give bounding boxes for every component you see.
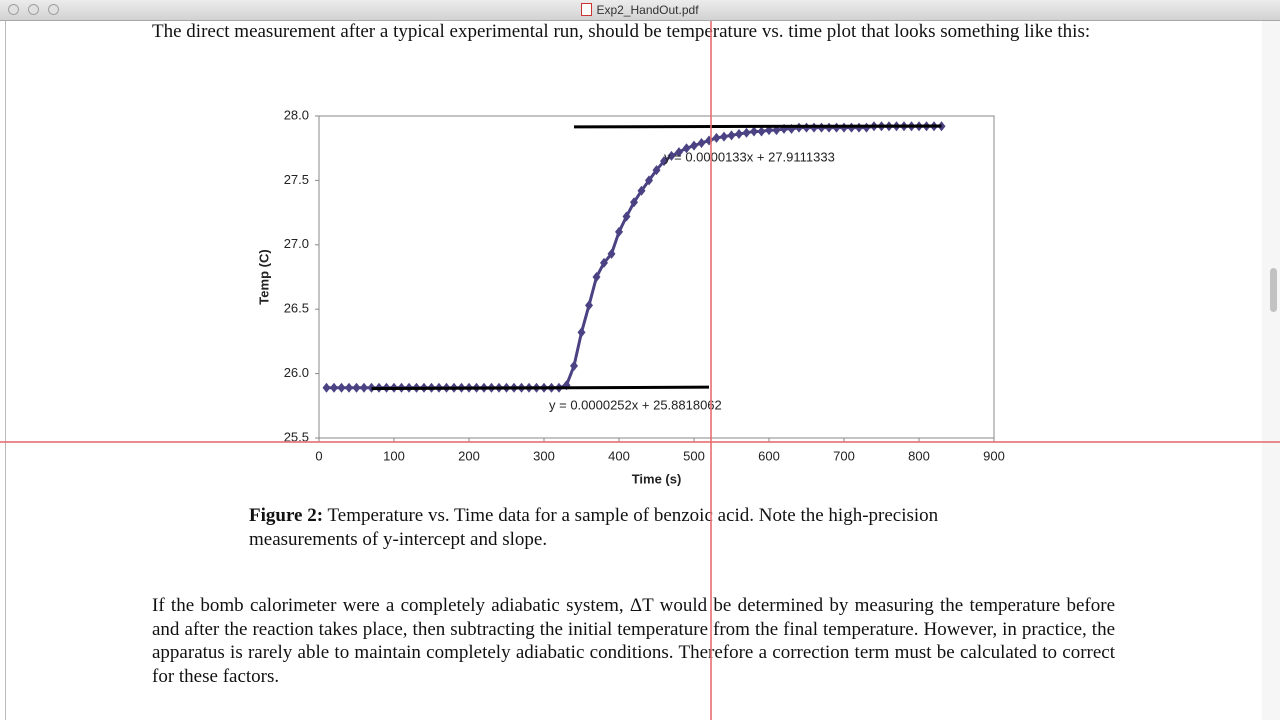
- minimize-button[interactable]: [28, 4, 39, 15]
- y-tick-label: 27.5: [284, 172, 309, 187]
- x-axis-label: Time (s): [632, 471, 682, 486]
- data-point: [780, 123, 788, 134]
- y-axis-label: Temp (C): [256, 249, 271, 304]
- data-point: [742, 127, 751, 138]
- data-point: [600, 257, 608, 268]
- trendline: [371, 385, 710, 391]
- data-point: [727, 130, 736, 141]
- x-tick-label: 800: [908, 448, 930, 463]
- trendline: [573, 124, 942, 129]
- x-tick-label: 400: [608, 448, 630, 463]
- data-point: [660, 156, 668, 167]
- trendline-label: y = 0.0000133x + 27.9111333: [664, 149, 835, 164]
- data-point: [652, 165, 661, 176]
- x-tick-label: 0: [315, 448, 322, 463]
- figure-caption: Figure 2: Temperature vs. Time data for …: [249, 504, 1016, 551]
- zoom-button[interactable]: [48, 4, 59, 15]
- y-tick-label: 27.0: [284, 236, 309, 251]
- x-tick-label: 200: [458, 448, 480, 463]
- data-point: [585, 300, 593, 311]
- y-tick-label: 26.0: [284, 365, 309, 380]
- data-point: [630, 197, 638, 208]
- data-point: [570, 360, 578, 371]
- data-point: [577, 327, 586, 338]
- data-point: [622, 211, 631, 222]
- data-point: [690, 140, 698, 151]
- data-point: [645, 175, 653, 186]
- data-point: [322, 382, 331, 393]
- caption-text: Temperature vs. Time data for a sample o…: [249, 505, 939, 550]
- data-point: [750, 126, 758, 137]
- trendline-label: y = 0.0000252x + 25.8818062: [549, 397, 722, 412]
- chart: 25.5 26.0 26.5 27.0 27.5 28.0 0 100 200 300 400 500…: [256, 107, 1005, 486]
- data-point: [712, 132, 721, 143]
- pdf-icon: [581, 3, 593, 16]
- data-point: [667, 150, 676, 161]
- x-tick-label: 700: [833, 448, 855, 463]
- data-point: [720, 131, 728, 142]
- data-point: [637, 185, 646, 196]
- x-tick-label: 100: [383, 448, 405, 463]
- x-tick-label: 900: [983, 448, 1005, 463]
- data-point: [345, 382, 353, 393]
- title-bar: Exp2_HandOut.pdf: [0, 0, 1280, 21]
- data-point: [615, 226, 623, 237]
- data-point: [682, 143, 691, 154]
- data-point: [675, 147, 683, 158]
- scrollbar[interactable]: [1262, 21, 1280, 720]
- body-paragraph: If the bomb calorimeter were a completel…: [152, 595, 1115, 687]
- y-tick-label: 25.5: [284, 429, 309, 444]
- data-point: [592, 272, 601, 282]
- data-point: [697, 138, 706, 149]
- data-point: [330, 382, 338, 393]
- y-tick-label: 26.5: [284, 301, 309, 316]
- intro-paragraph: The direct measurement after a typical e…: [152, 21, 1091, 42]
- crosshair-vertical: [710, 21, 712, 720]
- scroll-thumb[interactable]: [1270, 268, 1277, 312]
- x-tick-label: 600: [758, 448, 780, 463]
- data-point: [360, 382, 368, 393]
- data-point: [352, 382, 361, 393]
- data-point: [787, 123, 796, 134]
- y-tick-label: 28.0: [284, 107, 309, 122]
- x-tick-label: 300: [533, 448, 555, 463]
- close-button[interactable]: [8, 4, 19, 15]
- data-point: [735, 129, 743, 140]
- data-point: [607, 248, 616, 259]
- window-title: Exp2_HandOut.pdf: [596, 3, 699, 17]
- data-point: [757, 126, 766, 137]
- crosshair-horizontal: [0, 441, 1280, 443]
- data-point: [337, 382, 346, 393]
- caption-label: Figure 2:: [249, 505, 324, 526]
- x-tick-label: 500: [683, 448, 705, 463]
